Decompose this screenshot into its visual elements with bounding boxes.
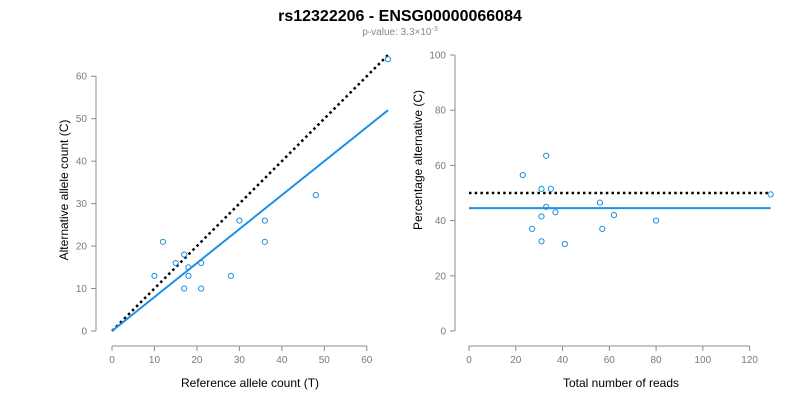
x-tick-label: 100: [695, 355, 712, 366]
y-tick-label: 20: [76, 242, 88, 253]
data-point: [767, 191, 774, 198]
data-point: [236, 217, 243, 224]
data-point: [596, 199, 604, 206]
reference-line: [111, 54, 389, 332]
data-point: [151, 272, 158, 279]
x-tick-label: 120: [741, 355, 758, 366]
data-point: [185, 272, 192, 279]
y-tick-label: 10: [76, 284, 88, 295]
data-point: [198, 259, 205, 267]
data-point: [538, 185, 545, 192]
data-point: [384, 56, 392, 63]
x-tick-label: 60: [361, 355, 373, 366]
y-tick-label: 0: [81, 327, 87, 338]
data-point: [181, 251, 188, 258]
allele-count-panel: 0 10 20 30 40 50 60 0 10 20 30 40 50 60 Reference alle…: [57, 54, 392, 390]
y-tick-label: 0: [440, 327, 446, 338]
y-tick-label: 60: [76, 72, 88, 83]
x-tick-label: 50: [319, 355, 331, 366]
data-point: [181, 285, 188, 292]
x-tick-label: 20: [510, 355, 522, 366]
data-point: [599, 225, 606, 232]
x-axis-label: Total number of reads: [563, 376, 679, 390]
data-point: [519, 171, 526, 179]
figure-title: rs12322206 - ENSG00000066084: [278, 8, 522, 25]
fit-line: [111, 109, 389, 332]
y-tick-label: 40: [435, 216, 447, 227]
data-point: [312, 192, 319, 199]
data-point: [561, 240, 568, 248]
data-point: [198, 285, 205, 292]
p-value-label: p-value: 3.3×10-3: [362, 26, 438, 38]
data-point: [543, 203, 550, 210]
x-tick-label: 20: [191, 355, 203, 366]
y-tick-label: 30: [76, 199, 88, 210]
data-point: [547, 185, 554, 192]
y-tick-label: 40: [76, 157, 88, 168]
x-tick-label: 10: [149, 355, 161, 366]
x-tick-label: 30: [234, 355, 246, 366]
data-point: [538, 213, 545, 220]
y-tick-label: 20: [435, 271, 447, 282]
percentage-panel: 0 20 40 60 80 100 120 0 20 40 60 80 100 Total number …: [411, 51, 774, 390]
x-tick-label: 0: [109, 355, 115, 366]
data-point: [261, 238, 268, 245]
x-tick-label: 40: [557, 355, 569, 366]
y-tick-label: 80: [435, 106, 447, 117]
y-tick-label: 100: [429, 51, 446, 62]
data-point: [227, 272, 234, 279]
data-point: [538, 238, 545, 245]
x-tick-label: 40: [276, 355, 288, 366]
x-tick-label: 60: [604, 355, 616, 366]
data-point: [610, 211, 618, 219]
data-point: [261, 217, 268, 224]
data-point: [652, 217, 660, 224]
data-point: [552, 209, 559, 216]
y-tick-label: 50: [76, 114, 88, 125]
x-axis-label: Reference allele count (T): [181, 376, 319, 390]
y-axis-label: Percentage alternative (C): [411, 90, 425, 230]
data-point: [529, 225, 536, 232]
data-point: [172, 259, 179, 267]
y-axis-label: Alternative allele count (C): [57, 120, 71, 261]
y-tick-label: 60: [435, 161, 447, 172]
data-point: [543, 152, 550, 159]
data-point: [185, 264, 192, 271]
x-tick-label: 80: [651, 355, 663, 366]
x-tick-label: 0: [466, 355, 472, 366]
data-point: [159, 238, 167, 245]
